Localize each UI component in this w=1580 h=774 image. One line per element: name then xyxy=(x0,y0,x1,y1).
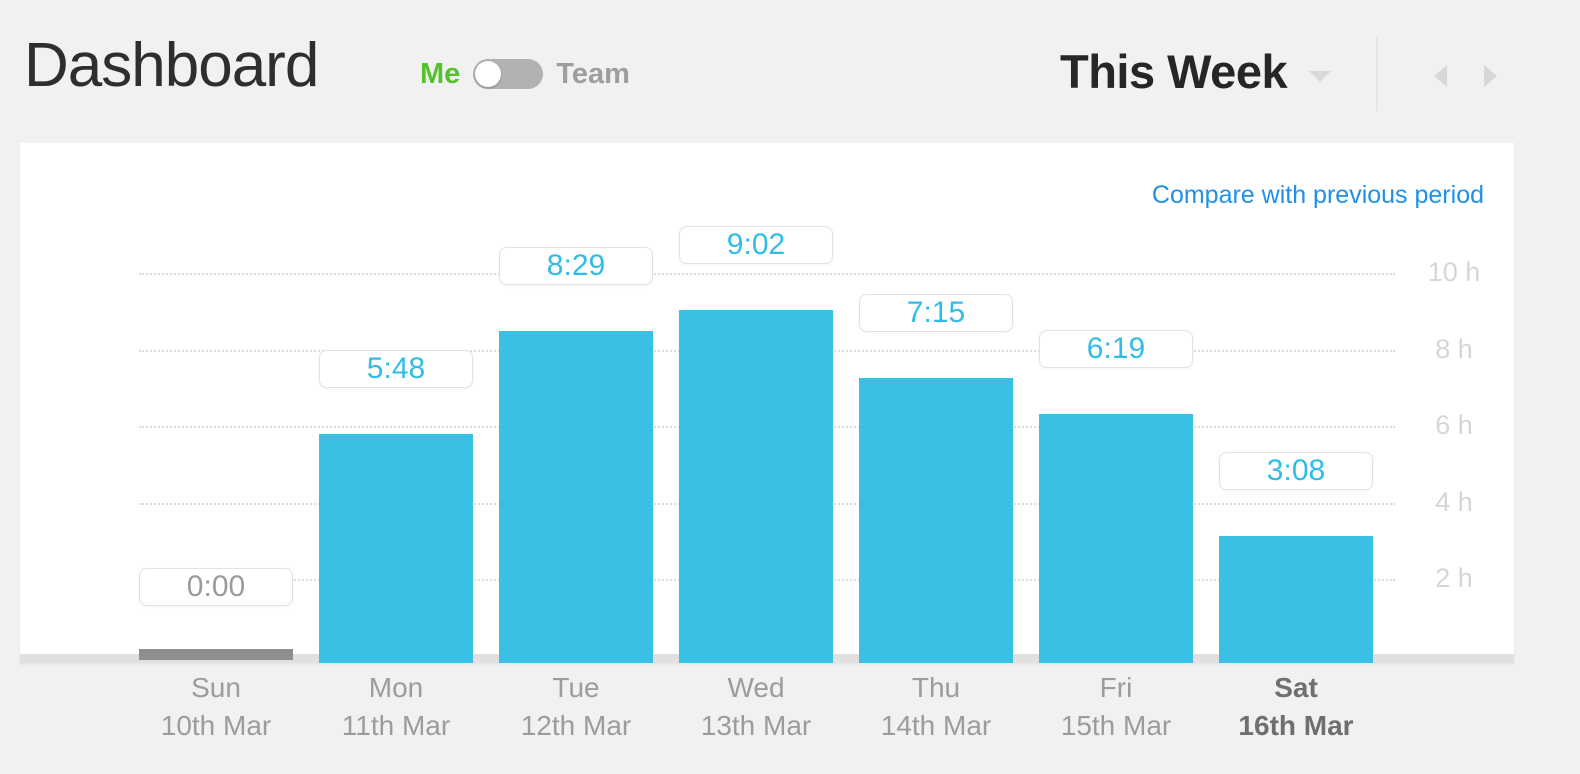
toggle-knob[interactable] xyxy=(475,61,502,87)
day-date: 14th Mar xyxy=(880,710,992,741)
y-axis-label: 8 h xyxy=(1435,333,1473,364)
toggle-option-team[interactable]: Team xyxy=(556,57,630,90)
bar-sun[interactable] xyxy=(139,649,293,660)
value-label-wed: 9:02 xyxy=(679,225,833,264)
toggle-option-me[interactable]: Me xyxy=(420,57,461,90)
value-label-tue: 8:29 xyxy=(499,247,653,286)
header-divider xyxy=(1376,37,1378,111)
day-name: Mon xyxy=(368,672,424,703)
bar-fri[interactable] xyxy=(1039,413,1193,663)
value-label-fri: 6:19 xyxy=(1039,329,1193,368)
chevron-down-icon xyxy=(1309,70,1332,82)
gridline xyxy=(139,273,1395,275)
bar-chart: 10 h 8 h 6 h 4 h 2 h 0:00 5:48 8:29 9:02 7:15 6:19… xyxy=(20,143,1514,663)
day-date: 10th Mar xyxy=(160,710,272,741)
me-team-toggle[interactable]: Me Team xyxy=(420,57,630,91)
value-label-mon: 5:48 xyxy=(319,349,473,388)
day-name: Thu xyxy=(911,672,961,703)
period-selector[interactable]: This Week xyxy=(1060,42,1332,100)
chevron-right-icon xyxy=(1483,65,1497,87)
day-date: 12th Mar xyxy=(520,710,632,741)
bar-sat[interactable] xyxy=(1219,535,1373,663)
x-axis-label-mon: Mon 11th Mar xyxy=(319,671,473,743)
day-name: Wed xyxy=(727,672,785,703)
prev-period-button[interactable] xyxy=(1430,64,1450,88)
bar-mon[interactable] xyxy=(319,433,473,663)
x-axis-label-fri: Fri 15th Mar xyxy=(1039,671,1193,743)
bar-tue[interactable] xyxy=(499,331,653,663)
day-name: Sat xyxy=(1274,672,1318,703)
day-date: 11th Mar xyxy=(341,710,451,741)
day-name: Fri xyxy=(1099,672,1133,703)
y-axis-label: 10 h xyxy=(1427,257,1481,287)
x-axis-label-wed: Wed 13th Mar xyxy=(679,671,833,743)
x-axis-label-tue: Tue 12th Mar xyxy=(499,671,653,743)
next-period-button[interactable] xyxy=(1480,64,1500,88)
chart-card: Compare with previous period 10 h 8 h 6 h 4… xyxy=(20,143,1514,663)
page-title: Dashboard xyxy=(24,31,319,100)
y-axis-label: 6 h xyxy=(1435,410,1473,440)
value-label-sun: 0:00 xyxy=(139,568,293,606)
y-axis-label: 4 h xyxy=(1435,486,1473,517)
y-axis-label: 2 h xyxy=(1435,563,1473,593)
value-label-thu: 7:15 xyxy=(859,294,1013,333)
chevron-left-icon xyxy=(1433,65,1447,87)
period-label: This Week xyxy=(1060,44,1288,98)
value-label-sat: 3:08 xyxy=(1219,451,1373,490)
compare-link[interactable]: Compare with previous period xyxy=(1151,181,1484,209)
day-date: 16th Mar xyxy=(1238,710,1354,741)
toggle-switch[interactable] xyxy=(473,59,544,89)
x-axis-label-sun: Sun 10th Mar xyxy=(139,671,293,743)
day-name: Sun xyxy=(191,672,241,703)
day-date: 13th Mar xyxy=(700,710,812,741)
bar-thu[interactable] xyxy=(859,378,1013,663)
x-axis-label-thu: Thu 14th Mar xyxy=(859,671,1013,743)
x-axis-label-sat: Sat 16th Mar xyxy=(1219,671,1373,743)
day-name: Tue xyxy=(552,672,600,703)
bar-wed[interactable] xyxy=(679,309,833,663)
day-date: 15th Mar xyxy=(1060,710,1172,741)
